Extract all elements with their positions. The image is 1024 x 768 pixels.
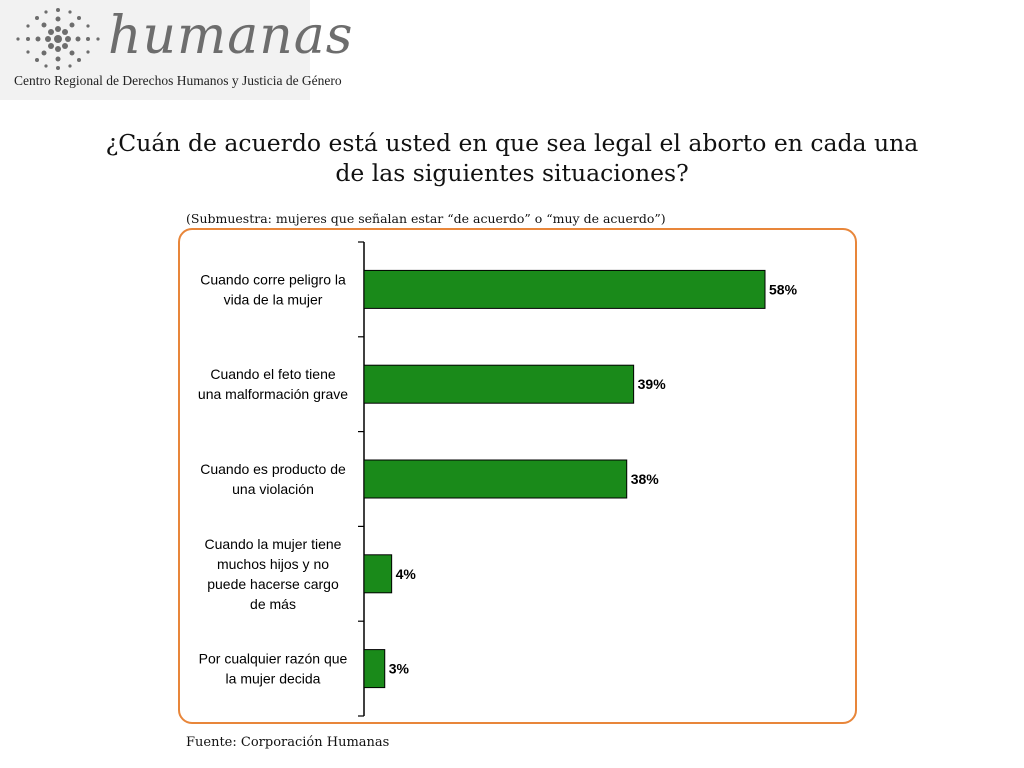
- logo: humanas Centro Regional de Derechos Huma…: [0, 0, 352, 100]
- category-label: Cuando corre peligro la vida de la mujer: [200, 271, 346, 307]
- data-label: 38%: [631, 471, 660, 487]
- logo-dots-icon: [16, 8, 100, 70]
- bar: [363, 364, 635, 404]
- category-label: Cuando el feto tiene una malformación gra…: [198, 366, 348, 402]
- data-label: 58%: [769, 281, 798, 297]
- data-label: 3%: [389, 661, 410, 677]
- category-label: Por cualquier razón que la mujer decida: [199, 651, 348, 687]
- category-label: Cuando es producto de una violación: [200, 461, 346, 497]
- bar: [363, 554, 393, 594]
- logo-subtitle: Centro Regional de Derechos Humanos y Ju…: [14, 73, 342, 88]
- logo-wordmark: humanas: [108, 6, 354, 66]
- data-label: 39%: [638, 376, 667, 392]
- bar: [363, 649, 386, 689]
- category-label: Cuando la mujer tiene muchos hijos y no pu…: [205, 536, 342, 612]
- chart-subtitle: (Submuestra: mujeres que señalan estar “…: [186, 211, 666, 226]
- bar: [363, 459, 628, 499]
- source-note: Fuente: Corporación Humanas: [186, 735, 390, 750]
- data-label: 4%: [396, 566, 417, 582]
- page-title: ¿Cuán de acuerdo está usted en que sea l…: [105, 129, 919, 187]
- chart-frame: [178, 228, 857, 724]
- bar: [363, 269, 766, 309]
